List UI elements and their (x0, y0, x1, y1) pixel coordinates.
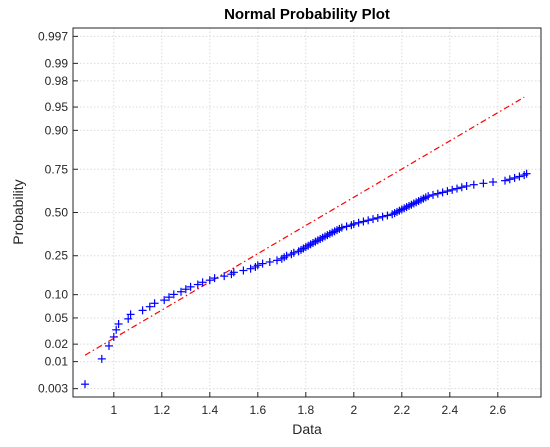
y-tick-label: 0.95 (45, 100, 69, 114)
x-tick-label: 1.2 (153, 403, 170, 417)
data-point (229, 268, 238, 277)
y-tick-label: 0.003 (38, 382, 68, 396)
data-point (97, 354, 106, 363)
data-point (522, 169, 531, 178)
data-point (114, 319, 123, 328)
data-point (383, 211, 392, 220)
data-point (489, 178, 497, 187)
y-tick-label: 0.98 (45, 74, 69, 88)
x-tick-label: 2.2 (393, 403, 410, 417)
data-point (258, 259, 267, 268)
data-point (438, 188, 447, 197)
data-point (369, 215, 377, 224)
data-point (186, 282, 195, 291)
data-point (424, 192, 433, 201)
data-point (193, 280, 202, 289)
data-point (126, 310, 135, 319)
data-point (253, 261, 262, 270)
data-point (160, 296, 169, 305)
data-point (246, 264, 255, 273)
data-point (109, 332, 118, 341)
y-axis-label: Probability (10, 179, 26, 244)
data-point (138, 306, 147, 315)
y-tick-label: 0.90 (45, 123, 69, 137)
reference-line (84, 96, 525, 356)
data-point (515, 172, 524, 181)
x-tick-label: 2 (350, 403, 357, 417)
data-point (469, 180, 478, 189)
data-point (273, 256, 281, 265)
data-point (220, 272, 229, 281)
data-point (433, 189, 442, 198)
y-tick-label: 0.05 (45, 311, 69, 325)
y-tick-label: 0.02 (45, 337, 69, 351)
y-tick-label: 0.50 (45, 206, 69, 220)
data-point (510, 173, 519, 182)
data-point (169, 290, 178, 299)
data-point (81, 380, 89, 389)
grid (73, 28, 541, 397)
data-point (501, 176, 509, 185)
y-tick-label: 0.997 (38, 29, 68, 43)
data-point (282, 251, 291, 260)
y-tick-label: 0.75 (45, 162, 69, 176)
data-point (165, 293, 173, 302)
data-point (378, 212, 387, 221)
y-tick-label: 0.99 (45, 56, 69, 70)
data-point (337, 223, 346, 232)
data-point (505, 175, 514, 184)
x-tick-label: 1.6 (249, 403, 266, 417)
data-point (210, 274, 219, 283)
data-point (205, 276, 214, 285)
x-tick-label: 1.4 (201, 403, 218, 417)
data-point (373, 213, 382, 222)
x-axis-ticks: 1 1.2 1.4 1.6 1.8 2 2.2 2.4 2.6 (110, 392, 506, 417)
x-axis-label: Data (292, 421, 322, 437)
data-point (265, 257, 274, 266)
data-point (342, 222, 351, 231)
data-point (198, 278, 207, 287)
data-point (105, 341, 113, 350)
data-point (359, 217, 368, 226)
data-point (150, 299, 159, 308)
data-point (479, 179, 488, 188)
y-tick-label: 0.10 (45, 288, 69, 302)
data-point (453, 184, 461, 193)
chart-title: Normal Probability Plot (224, 6, 390, 23)
data-points (81, 169, 531, 389)
data-point (239, 266, 248, 275)
x-tick-label: 2.6 (489, 403, 506, 417)
data-point (181, 285, 190, 294)
data-point (349, 219, 358, 228)
x-tick-label: 2.4 (441, 403, 458, 417)
data-point (457, 183, 466, 192)
data-point (177, 287, 185, 296)
data-point (429, 190, 437, 199)
data-point (448, 185, 457, 194)
x-tick-label: 1.8 (297, 403, 314, 417)
y-axis-ticks: 0.003 0.01 0.02 0.05 0.10 0.25 0.50 0.75 0.90 0.9… (38, 29, 78, 396)
data-point (124, 314, 133, 323)
data-point (462, 181, 471, 190)
data-point (364, 216, 373, 225)
y-tick-label: 0.25 (45, 249, 69, 263)
data-point (354, 218, 363, 227)
data-point (145, 302, 154, 311)
y-tick-label: 0.01 (45, 355, 69, 369)
data-point (289, 248, 298, 257)
data-point (112, 325, 121, 334)
reference-line-layer (84, 96, 525, 356)
x-tick-label: 1 (110, 403, 117, 417)
data-point (443, 187, 452, 196)
